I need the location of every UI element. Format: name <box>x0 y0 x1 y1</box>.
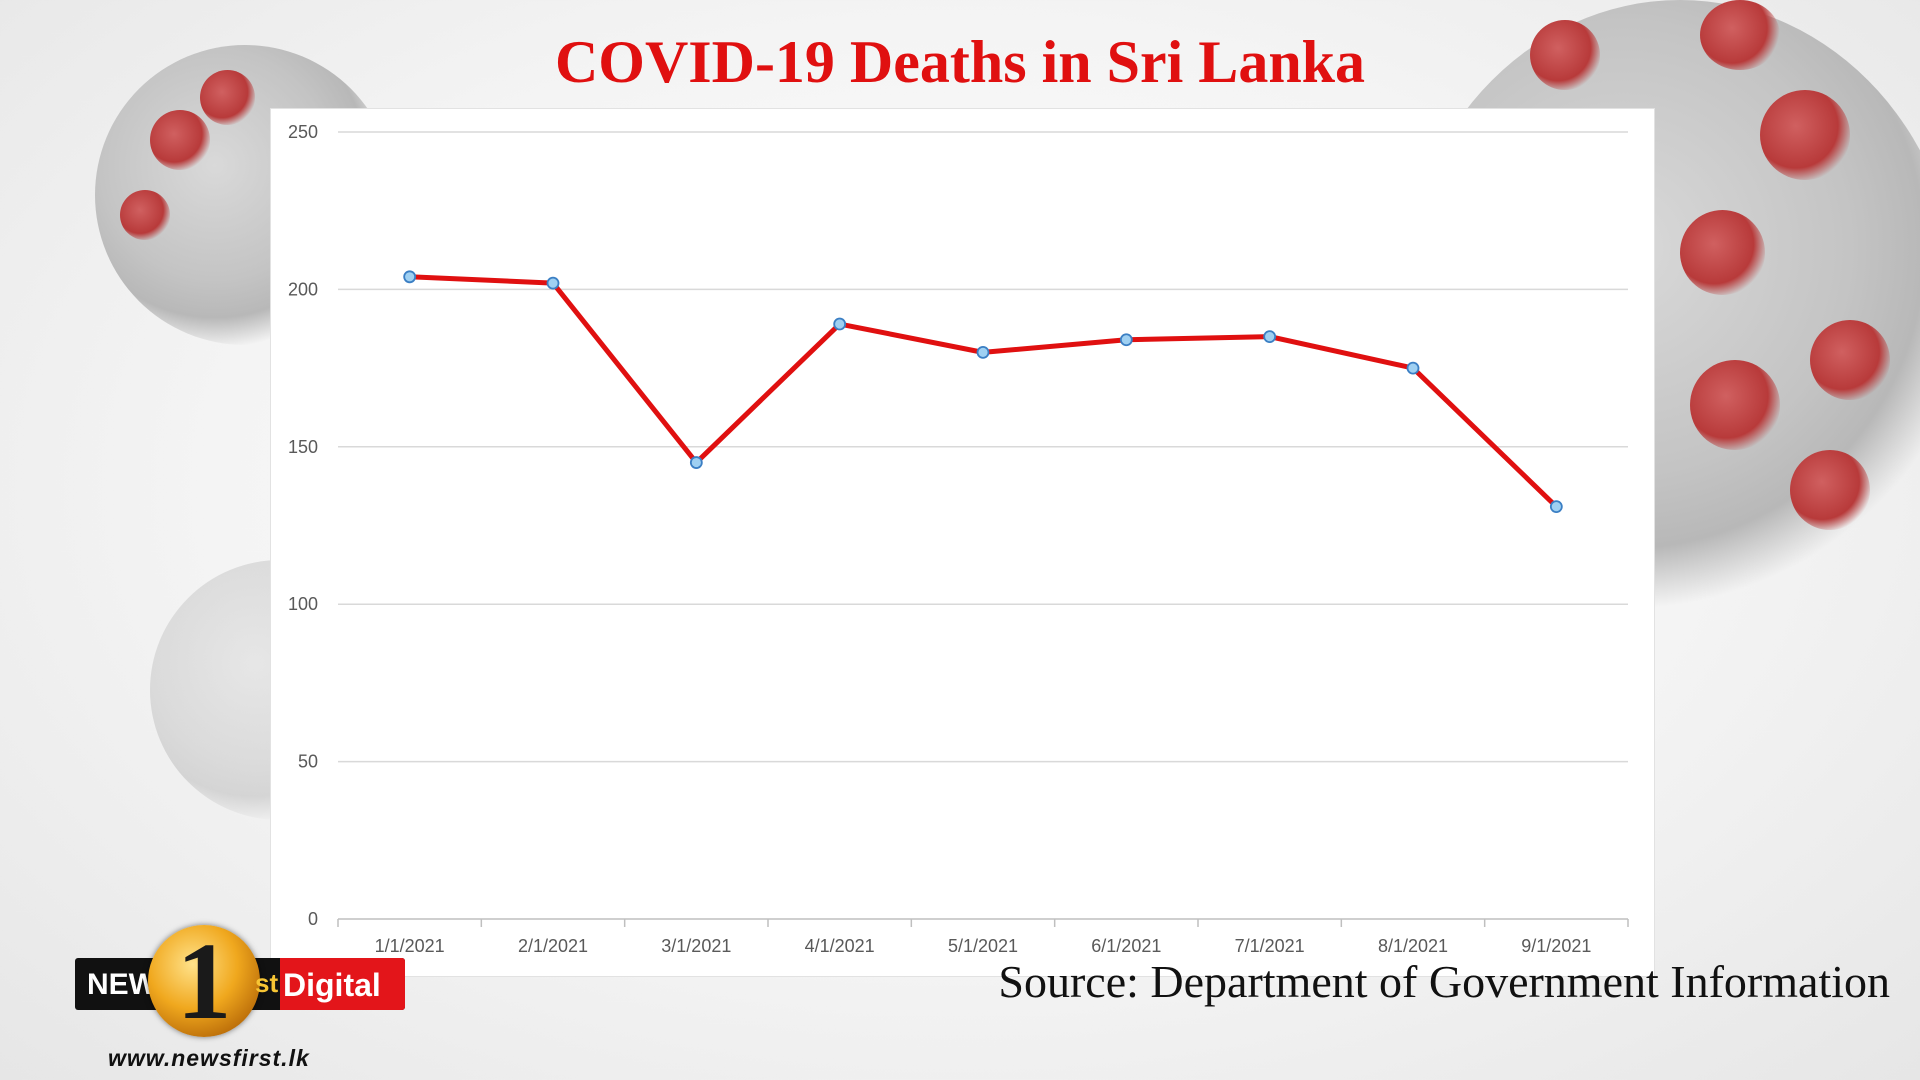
data-point-marker <box>1119 333 1133 347</box>
x-tick-label: 5/1/2021 <box>948 936 1018 956</box>
website-url: www.newsfirst.lk <box>108 1045 310 1071</box>
chart-plot-area: 0 50 100 150 200 250 1/1/2021 2/1/2021 3/1/2021 4… <box>270 108 1655 977</box>
x-tick-label: 3/1/2021 <box>661 936 731 956</box>
logo-suffix: st <box>255 968 279 998</box>
data-point-marker <box>403 270 417 284</box>
virus-spike-decoration <box>150 110 210 170</box>
x-tick-label: 6/1/2021 <box>1091 936 1161 956</box>
logo-digital-text: Digital <box>283 967 381 1003</box>
logo-number: 1 <box>176 920 232 1042</box>
data-point-marker <box>976 345 990 359</box>
virus-spike-decoration <box>1680 210 1765 295</box>
data-point-marker <box>546 276 560 290</box>
virus-spike-decoration <box>1530 20 1600 90</box>
x-tick-label: 9/1/2021 <box>1521 936 1591 956</box>
virus-spike-decoration <box>120 190 170 240</box>
chart-title: COVID-19 Deaths in Sri Lanka <box>554 29 1366 95</box>
virus-spike-decoration <box>1700 0 1780 70</box>
x-tick-label: 7/1/2021 <box>1235 936 1305 956</box>
y-tick-label: 100 <box>288 594 318 614</box>
data-point-marker <box>1263 330 1277 344</box>
data-point-marker <box>1549 500 1563 514</box>
newsfirst-logo: NEWS 1 st Digital <box>75 921 405 1055</box>
x-tick-label: 4/1/2021 <box>805 936 875 956</box>
logo-red-panel <box>280 958 405 1010</box>
y-tick-label: 150 <box>288 437 318 457</box>
y-tick-label: 50 <box>298 752 318 772</box>
y-tick-label: 200 <box>288 279 318 299</box>
y-tick-label: 250 <box>288 122 318 142</box>
virus-spike-decoration <box>1810 320 1890 400</box>
logo-gold-circle <box>148 925 260 1037</box>
virus-spike-decoration <box>1790 450 1870 530</box>
virus-spike-decoration <box>1760 90 1850 180</box>
x-tick-label: 8/1/2021 <box>1378 936 1448 956</box>
virus-spike-decoration <box>1690 360 1780 450</box>
data-point-marker <box>689 456 703 469</box>
y-tick-label: 0 <box>308 909 318 929</box>
source-note: Source: Department of Government Informa… <box>998 956 1890 1007</box>
data-point-marker <box>1406 361 1420 375</box>
x-tick-label: 2/1/2021 <box>518 936 588 956</box>
virus-spike-decoration <box>200 70 255 125</box>
series-line-deaths <box>407 274 1559 510</box>
data-point-marker <box>833 317 847 331</box>
x-tick-label: 1/1/2021 <box>375 936 445 956</box>
line-chart: 0 50 100 150 200 250 1/1/2021 2/1/2021 3/1/2021 4… <box>288 122 1629 956</box>
